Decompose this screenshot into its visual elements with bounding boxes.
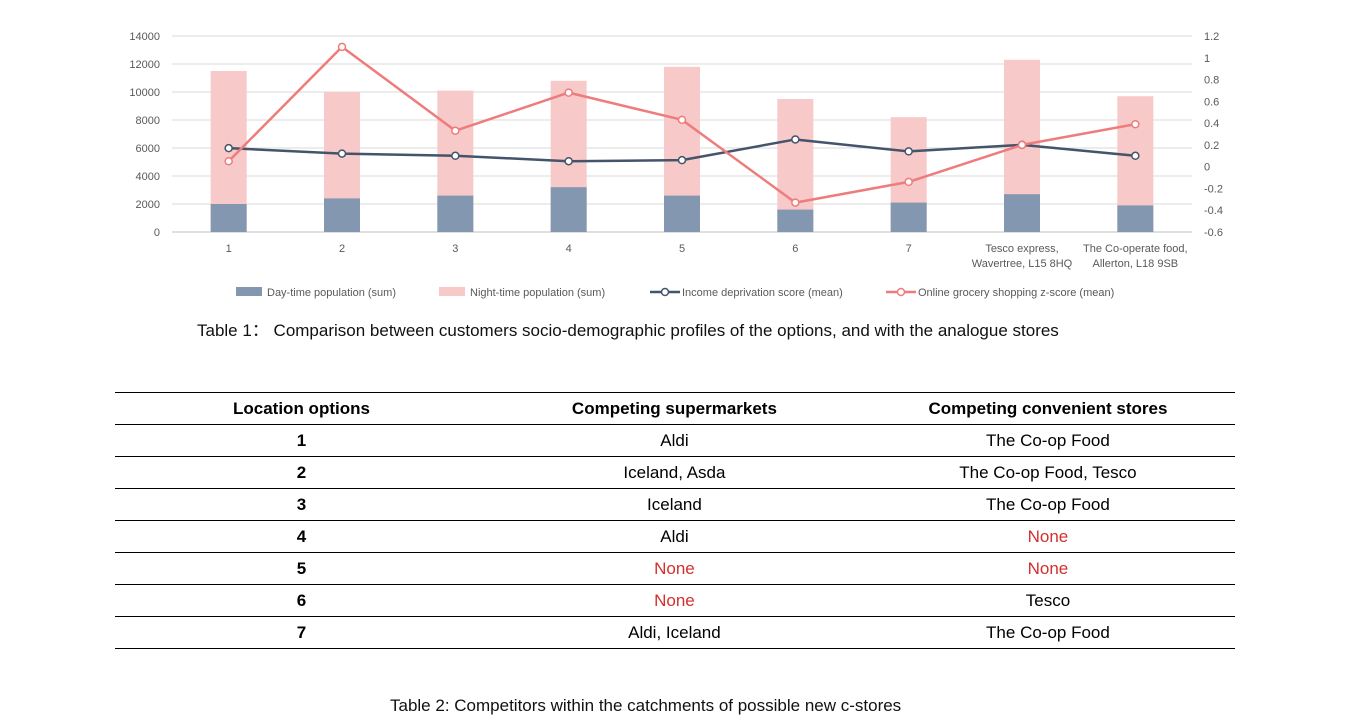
x-tick-label: Allerton, L18 9SB [1093, 258, 1179, 270]
table-caption: Table 2: Competitors within the catchmen… [390, 696, 902, 715]
legend-marker [896, 287, 906, 297]
cell-convenient-stores: Tesco [1025, 590, 1071, 610]
point-online-grocery [451, 126, 460, 135]
table-row: 3 Iceland The Co-op Food [115, 489, 1235, 521]
bar-day-time [1004, 194, 1040, 232]
y-right-tick-label: 0.4 [1204, 118, 1219, 130]
x-tick-label: 6 [792, 243, 798, 255]
cell-convenient-stores: The Co-op Food [986, 622, 1110, 642]
competitors-table: Location options Competing supermarkets … [115, 392, 1235, 649]
cell-location: 6 [296, 590, 307, 610]
cell-convenient-stores: The Co-op Food, Tesco [959, 462, 1137, 482]
y-right-tick-label: 0.2 [1204, 140, 1219, 152]
y-right-tick-label: -0.4 [1204, 205, 1223, 217]
y-left-tick-label: 0 [154, 227, 160, 239]
cell-convenient-stores: None [1027, 526, 1069, 546]
table-row: 5 None None [115, 553, 1235, 585]
bar-day-time [210, 204, 247, 232]
y-right-tick-label: 0.6 [1204, 96, 1219, 108]
table-row: 4 Aldi None [115, 521, 1235, 553]
cell-supermarkets: Aldi [660, 430, 689, 450]
legend-swatch [236, 287, 262, 296]
point-online-grocery [224, 156, 233, 166]
point-income-deprivation [904, 147, 913, 156]
cell-location: 3 [296, 494, 307, 514]
legend-label: Online grocery shopping z-score (mean) [918, 287, 1114, 299]
point-online-grocery [564, 88, 573, 97]
point-income-deprivation [224, 143, 233, 153]
cell-location: 5 [296, 558, 307, 578]
y-left-tick-label: 14000 [129, 31, 160, 43]
cell-supermarkets: Iceland, Asda [623, 462, 726, 482]
x-tick-label: Tesco express, [985, 243, 1058, 255]
table-row: 2 Iceland, Asda The Co-op Food, Tesco [115, 457, 1235, 489]
legend-label: Income deprivation score (mean) [682, 287, 843, 299]
point-online-grocery [1017, 140, 1027, 150]
cell-supermarkets: Aldi, Iceland [628, 622, 721, 642]
y-left-tick-label: 10000 [129, 87, 160, 99]
cell-supermarkets: None [654, 558, 695, 578]
x-tick-label: 5 [679, 243, 685, 255]
cell-location: 7 [296, 622, 307, 642]
y-left-tick-label: 2000 [136, 199, 160, 211]
cell-supermarkets: None [654, 590, 695, 610]
header-convenient-stores: Competing convenient stores [928, 398, 1168, 418]
point-income-deprivation [1131, 151, 1140, 161]
x-tick-label: 1 [226, 243, 232, 255]
header-supermarkets: Competing supermarkets [571, 398, 777, 418]
point-income-deprivation [791, 135, 800, 144]
table-header-row: Location options Competing supermarkets … [115, 392, 1235, 425]
legend-label: Night-time population (sum) [470, 287, 605, 299]
table-row: 7 Aldi, Iceland The Co-op Food [115, 617, 1235, 649]
y-left-tick-label: 12000 [129, 59, 160, 71]
chart-caption: Table 1： Comparison between customers so… [197, 321, 1059, 340]
x-tick-label: 2 [339, 243, 345, 255]
y-right-tick-label: 1 [1204, 53, 1210, 65]
x-tick-label: 7 [906, 243, 912, 255]
cell-location: 2 [296, 462, 307, 482]
y-right-tick-label: -0.6 [1204, 227, 1223, 239]
point-income-deprivation [337, 149, 347, 158]
point-income-deprivation [564, 156, 573, 166]
y-right-tick-label: 0 [1204, 162, 1210, 174]
y-right-tick-label: 1.2 [1204, 31, 1219, 43]
y-left-tick-label: 6000 [136, 143, 160, 155]
x-tick-label: Wavertree, L15 8HQ [972, 258, 1073, 270]
cell-convenient-stores: None [1027, 558, 1069, 578]
bar-day-time [890, 202, 927, 232]
y-right-tick-label: -0.2 [1204, 183, 1223, 195]
bar-day-time [437, 195, 474, 232]
table-row: 6 None Tesco [115, 585, 1235, 617]
bar-day-time [324, 198, 360, 232]
point-online-grocery [677, 115, 687, 125]
bar-day-time [664, 195, 700, 232]
cell-location: 4 [296, 526, 307, 546]
cell-supermarkets: Iceland [647, 494, 702, 514]
y-left-tick-label: 4000 [136, 171, 160, 183]
legend-marker [660, 287, 670, 297]
point-income-deprivation [677, 155, 687, 165]
bar-day-time [550, 187, 587, 232]
cell-convenient-stores: The Co-op Food [986, 430, 1110, 450]
cell-location: 1 [296, 430, 307, 450]
point-online-grocery [791, 198, 800, 207]
bar-day-time [1117, 205, 1154, 232]
x-tick-label: The Co-operate food, [1083, 243, 1188, 255]
cell-supermarkets: Aldi [660, 526, 689, 546]
table-row: 1 Aldi The Co-op Food [115, 425, 1235, 457]
legend-label: Day-time population (sum) [267, 287, 396, 299]
point-online-grocery [337, 42, 347, 52]
x-tick-label: 4 [566, 243, 572, 255]
y-left-tick-label: 8000 [136, 115, 160, 127]
header-location: Location options [233, 398, 370, 418]
point-online-grocery [1131, 119, 1140, 129]
point-income-deprivation [451, 151, 460, 161]
point-online-grocery [904, 177, 913, 187]
bar-day-time [777, 209, 814, 232]
y-right-tick-label: 0.8 [1204, 75, 1219, 87]
legend-swatch [439, 287, 465, 296]
cell-convenient-stores: The Co-op Food [986, 494, 1110, 514]
combo-chart: 0 2000 4000 6000 8000 10000 12000 14000 -0.6 -0.4… [129, 31, 1223, 299]
x-tick-label: 3 [452, 243, 458, 255]
